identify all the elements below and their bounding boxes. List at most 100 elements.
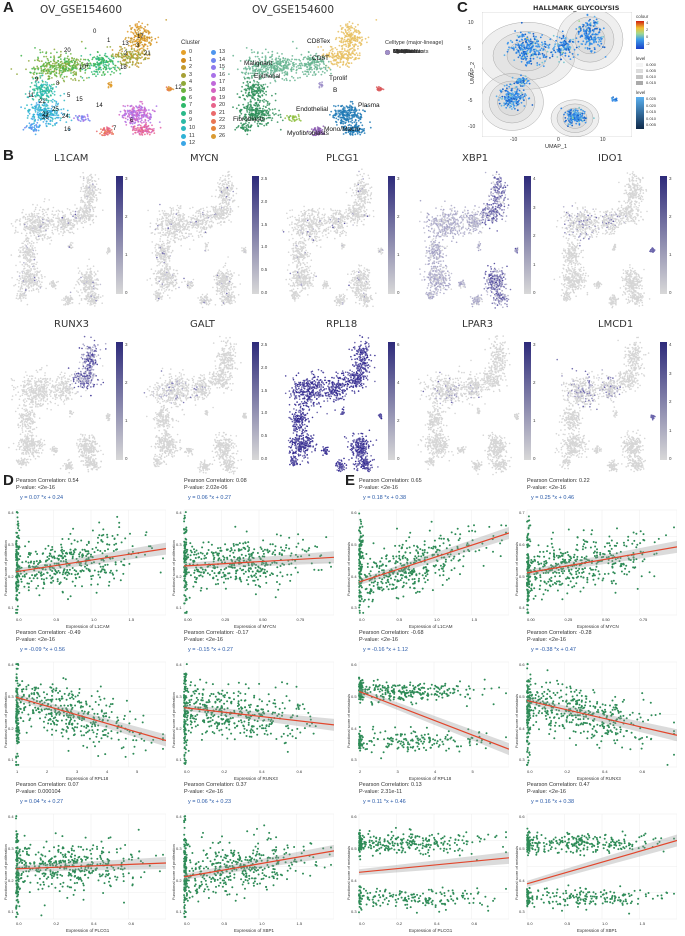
cluster-point <box>134 131 136 134</box>
cluster-point <box>139 39 142 42</box>
feature-point <box>89 184 91 186</box>
cluster-map-label: 13 <box>122 41 129 47</box>
glycolysis-point <box>546 50 549 53</box>
glycolysis-point <box>577 118 580 121</box>
cluster-legend-label: 10 <box>189 125 195 133</box>
glycolysis-point <box>541 41 543 44</box>
cluster-point <box>48 70 51 73</box>
cluster-point <box>143 44 145 47</box>
cluster-point <box>63 113 66 115</box>
cluster-point <box>138 104 141 107</box>
glycolysis-point <box>544 60 546 63</box>
cluster-point <box>31 116 34 118</box>
cluster-point <box>33 73 35 76</box>
cluster-point <box>76 64 79 66</box>
cluster-point <box>68 116 71 119</box>
cluster-point <box>124 117 127 120</box>
glycolysis-point <box>506 87 508 90</box>
glycolysis-point <box>517 36 520 38</box>
glycolysis-point <box>507 91 509 93</box>
glycolysis-point <box>539 49 542 51</box>
glycolysis-point <box>516 88 519 91</box>
glycolysis-point <box>581 35 584 38</box>
feature-point <box>91 180 93 183</box>
glycolysis-point <box>612 99 614 101</box>
cluster-point <box>102 62 105 64</box>
cluster-legend-row: 10 <box>181 125 195 133</box>
cluster-point <box>39 75 42 77</box>
cluster-point <box>141 106 144 109</box>
cluster-legend-swatch <box>211 73 216 79</box>
feature-point <box>90 191 92 193</box>
glycolysis-point <box>598 38 601 41</box>
cluster-point <box>84 58 87 61</box>
cluster-point <box>141 102 144 105</box>
glycolysis-point <box>571 122 573 124</box>
cluster-point <box>66 69 69 72</box>
glycolysis-point <box>603 46 606 49</box>
cluster-point <box>132 126 135 129</box>
cluster-map-label: 7 <box>113 126 116 132</box>
cluster-point <box>59 58 62 60</box>
level2-legend-tick: 0.015 <box>646 109 656 114</box>
cluster-point <box>141 134 144 136</box>
glycolysis-point <box>514 91 516 93</box>
glycolysis-point <box>514 30 516 32</box>
cluster-point <box>130 104 133 107</box>
cluster-point <box>53 106 56 108</box>
cluster-point <box>30 94 33 97</box>
glycolysis-point <box>602 27 605 30</box>
feature-point <box>81 222 83 224</box>
cluster-point <box>50 112 53 115</box>
cluster-point <box>81 65 84 68</box>
cluster-point <box>144 119 147 122</box>
cluster-point <box>88 65 91 67</box>
cluster-point <box>98 63 101 66</box>
glycolysis-point <box>520 57 523 60</box>
glycolysis-point <box>503 96 506 98</box>
cluster-point <box>72 67 75 70</box>
glycolysis-yticks: 10 5 0 -5 -10 <box>468 12 482 137</box>
glycolysis-point <box>513 97 515 100</box>
cluster-point <box>78 79 80 82</box>
cluster-point <box>20 54 23 57</box>
cluster-point <box>86 64 89 67</box>
cluster-map-label: 15 <box>76 97 83 103</box>
glycolysis-point <box>508 95 511 98</box>
cluster-point <box>49 116 52 119</box>
glycolysis-point <box>547 45 550 47</box>
cluster-legend-swatch <box>181 57 186 63</box>
cluster-point <box>33 88 35 90</box>
cluster-point <box>45 89 48 92</box>
cluster-point <box>134 119 137 122</box>
cluster-point <box>103 54 106 57</box>
cluster-point <box>48 110 51 112</box>
cluster-point <box>65 60 67 63</box>
cluster-point <box>84 47 87 50</box>
feature-point <box>83 218 86 220</box>
cluster-point <box>136 113 138 116</box>
glycolysis-point <box>559 54 562 56</box>
cluster-point <box>148 57 150 60</box>
glycolysis-point <box>581 112 584 115</box>
glycolysis-point <box>534 42 537 45</box>
cluster-legend-item: 6 <box>181 95 195 103</box>
cluster-point <box>139 124 142 127</box>
feature-point <box>89 174 91 177</box>
cluster-point <box>26 104 28 107</box>
glycolysis-point <box>566 45 569 47</box>
cluster-point <box>124 63 127 65</box>
cluster-point <box>137 53 140 56</box>
cluster-point <box>41 97 44 100</box>
glycolysis-point <box>526 43 529 46</box>
cluster-map-label: 24 <box>62 114 69 120</box>
cluster-point <box>50 99 52 102</box>
cluster-point <box>59 76 62 78</box>
cluster-point <box>42 104 44 107</box>
cluster-point <box>66 57 69 60</box>
cluster-point <box>112 57 115 60</box>
cluster-legend-label: 5 <box>189 87 192 95</box>
glycolysis-point <box>513 59 516 61</box>
cluster-point <box>134 127 136 130</box>
glycolysis-point <box>558 61 560 63</box>
